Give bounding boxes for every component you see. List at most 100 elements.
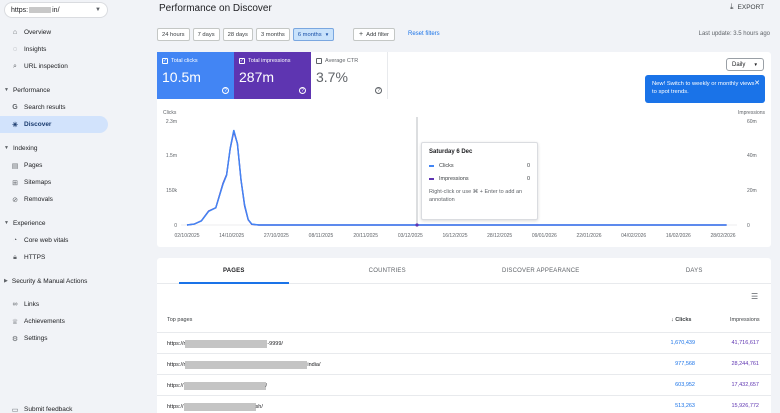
hover-note: Right-click or use ⌘ + Enter to add an a… (429, 189, 523, 203)
legend-swatch (429, 178, 434, 180)
x-tick-label: 03/12/2025 (398, 233, 423, 239)
asterisk-icon: ✳ (12, 121, 18, 129)
row-impressions: 17,432,657 (731, 382, 759, 388)
table-row[interactable]: https://r india/ 977,568 28,244,761 (157, 353, 771, 374)
sidebar-item-label: Core web vitals (24, 237, 69, 244)
sidebar-item-links[interactable]: ∞ Links (0, 296, 108, 313)
section-label: Indexing (12, 144, 38, 152)
metric-average-ctr[interactable]: Average CTR 3.7% ? (311, 52, 388, 99)
x-tick-label: 22/01/2026 (576, 233, 601, 239)
reset-filters-link[interactable]: Reset filters (408, 31, 440, 37)
metric-label-row: ✓ Total impressions (239, 58, 306, 64)
metric-label-row: Average CTR (316, 58, 382, 64)
checkbox-empty-icon (316, 58, 322, 64)
sidebar-item-label: URL inspection (24, 63, 68, 70)
feedback-icon: ▭ (11, 406, 19, 413)
sidebar-item-sitemaps[interactable]: ⊞ Sitemaps (0, 174, 108, 191)
granularity-select[interactable]: Daily ▼ (726, 58, 764, 71)
sidebar-item-core-web-vitals[interactable]: ◔ Core web vitals (0, 232, 108, 249)
property-suffix: in/ (52, 6, 60, 14)
table-row[interactable]: https:// / 603,952 17,432,657 (157, 374, 771, 395)
sidebar-item-discover[interactable]: ✳ Discover (0, 116, 108, 133)
metric-label: Total impressions (248, 58, 291, 64)
sidebar-item-https[interactable]: 🔒︎ HTTPS (0, 249, 108, 266)
x-tick-label: 27/10/2025 (264, 233, 289, 239)
sidebar-item-overview[interactable]: ⌂ Overview (0, 24, 108, 41)
redacted-text (185, 340, 268, 348)
column-header-clicks[interactable]: ↓ Clicks (671, 317, 692, 323)
collapse-arrow-icon: ▼ (4, 87, 9, 93)
tab-discover-appearance[interactable]: DISCOVER APPEARANCE (502, 267, 580, 274)
section-experience[interactable]: ▼ Experience (0, 216, 108, 230)
performance-chart[interactable]: Clicks Impressions 2.3m 1.5m 150k 0 60m 40m 2… (157, 105, 771, 243)
hover-value: 0 (526, 163, 530, 169)
property-prefix: https: (11, 6, 29, 14)
legend-swatch (429, 165, 434, 167)
help-icon[interactable]: ? (222, 87, 229, 94)
sidebar-item-label: Settings (24, 335, 48, 342)
x-tick-label: 28/12/2025 (487, 233, 512, 239)
chip-28-days[interactable]: 28 days (222, 28, 253, 41)
notice-text: New! Switch to weekly or monthly views t… (652, 81, 755, 96)
sidebar-item-settings[interactable]: ⚙ Settings (0, 330, 108, 347)
sidebar-item-achievements[interactable]: ♕ Achievements (0, 313, 108, 330)
x-tick-label: 16/12/2025 (442, 233, 467, 239)
granularity-value: Daily (732, 61, 746, 68)
metric-label: Total clicks (171, 58, 198, 64)
trophy-icon: ♕ (11, 318, 19, 326)
metric-total-clicks[interactable]: ✓ Total clicks 10.5m ? (157, 52, 234, 99)
download-icon: ⤓ (730, 2, 734, 11)
tab-days[interactable]: DAYS (685, 267, 703, 274)
sidebar-item-insights[interactable]: ◌ Insights (0, 41, 108, 58)
url-prefix: https://r (167, 362, 186, 368)
hover-date: Saturday 6 Dec (429, 149, 473, 155)
sidebar-item-removals[interactable]: ⊘ Removals (0, 191, 108, 208)
chart-hover-tooltip: Saturday 6 Dec Clicks 0 Impressions 0 Ri… (421, 142, 538, 220)
url-prefix: https://r (167, 341, 186, 347)
row-url: https://r india/ (167, 361, 321, 369)
row-clicks: 977,568 (675, 361, 695, 367)
add-filter-button[interactable]: + Add filter (353, 28, 395, 41)
row-impressions: 28,244,761 (731, 361, 759, 367)
help-icon[interactable]: ? (299, 87, 306, 94)
sidebar: https: in/ ▼ ⌂ Overview ◌ Insights ⌕ URL… (0, 0, 114, 413)
chip-3-months[interactable]: 3 months (255, 28, 290, 41)
export-button[interactable]: ⤓ EXPORT (730, 2, 764, 12)
tab-countries[interactable]: COUNTRIES (368, 267, 406, 274)
y-left-axis-label: Clicks (163, 110, 177, 116)
chip-7-days[interactable]: 7 days (192, 28, 220, 41)
hover-label: Impressions (439, 176, 469, 182)
x-tick-label: 09/01/2026 (532, 233, 557, 239)
sidebar-item-label: Discover (24, 121, 52, 128)
chip-24-hours[interactable]: 24 hours (157, 28, 190, 41)
close-icon[interactable]: ✕ (754, 80, 760, 87)
sidebar-item-pages[interactable]: ▤ Pages (0, 157, 108, 174)
table-row[interactable]: https://r -9999/ 1,670,439 41,716,617 (157, 332, 771, 353)
filter-rows-icon[interactable]: ☰ (751, 292, 759, 301)
section-security[interactable]: ▶ Security & Manual Actions (0, 274, 108, 288)
y-left-tick-label: 0 (174, 223, 177, 229)
section-performance[interactable]: ▼ Performance (0, 83, 108, 97)
tab-pages[interactable]: PAGES (157, 258, 311, 284)
property-selector[interactable]: https: in/ ▼ (4, 2, 108, 18)
chip-6-months[interactable]: 6 months ▼ (292, 28, 335, 41)
sidebar-item-label: HTTPS (24, 254, 46, 261)
page-title: Performance on Discover (159, 3, 272, 14)
checkbox-checked-icon: ✓ (162, 58, 168, 64)
sidebar-item-label: Pages (24, 162, 43, 169)
pages-icon: ▤ (11, 162, 19, 170)
submit-feedback-link[interactable]: ▭ Submit feedback (0, 401, 108, 413)
metric-total-impressions[interactable]: ✓ Total impressions 287m ? (234, 52, 311, 99)
row-clicks: 513,263 (675, 403, 695, 409)
column-header-impressions[interactable]: Impressions (730, 317, 760, 323)
hover-row-impressions: Impressions 0 (429, 176, 530, 182)
caret-down-icon: ▼ (753, 62, 758, 67)
sidebar-item-search-results[interactable]: G Search results (0, 99, 108, 116)
sidebar-item-url-inspection[interactable]: ⌕ URL inspection (0, 58, 108, 75)
table-row[interactable]: https:// sh/ 513,263 15,926,772 (157, 395, 771, 413)
collapse-arrow-icon: ▼ (4, 145, 9, 151)
x-tick-label: 04/02/2026 (621, 233, 646, 239)
help-icon[interactable]: ? (375, 87, 382, 94)
section-indexing[interactable]: ▼ Indexing (0, 141, 108, 155)
last-update-text: Last update: 3.5 hours ago (698, 31, 770, 37)
